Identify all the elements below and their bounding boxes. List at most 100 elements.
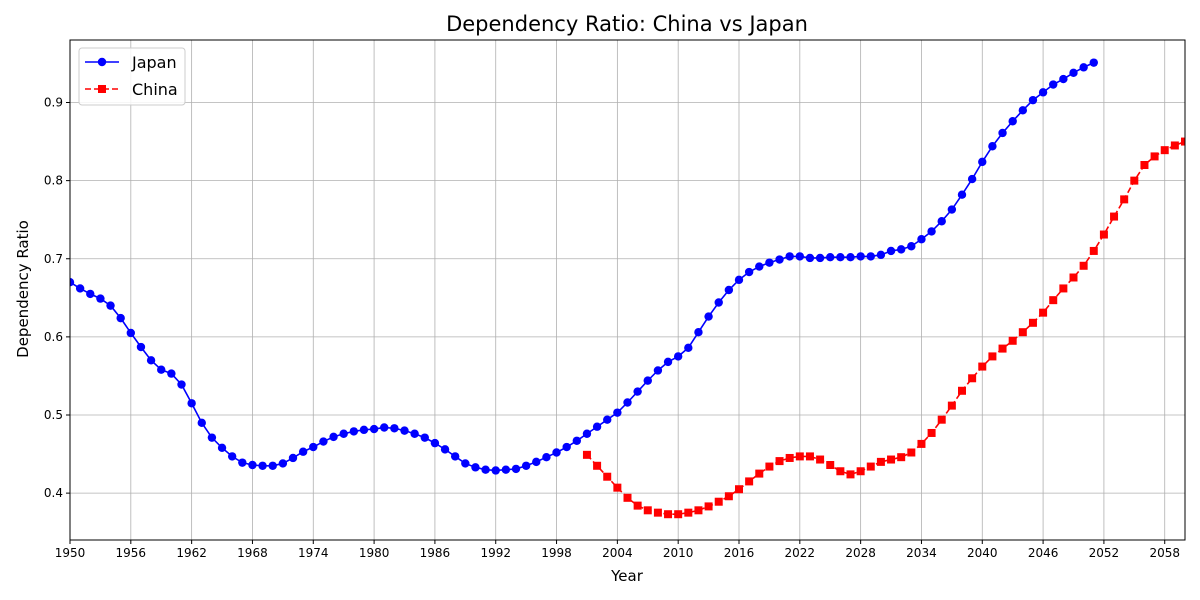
data-point-japan [1008,117,1017,126]
data-point-japan [1079,63,1088,72]
x-tick-label: 2010 [663,546,694,560]
data-point-japan [998,128,1007,138]
data-point-japan [978,157,987,167]
data-point-japan [603,415,612,424]
data-point-japan [207,433,217,442]
data-point-china [988,352,997,361]
data-point-japan [248,460,257,470]
data-point-china [1150,152,1159,161]
data-point-japan [359,425,369,435]
data-point-china [1028,318,1037,327]
legend-label-japan: Japan [131,53,177,72]
data-point-japan [298,447,308,456]
data-point-china [927,428,936,437]
x-tick-label: 1998 [541,546,572,560]
data-point-japan [288,453,298,463]
data-point-japan [562,442,571,452]
series-china [582,137,1185,519]
data-point-japan [744,267,754,277]
data-point-japan [876,250,886,260]
data-point-china [633,501,642,510]
data-point-japan [96,294,105,303]
data-point-japan [420,433,429,442]
data-point-japan [380,423,389,432]
data-point-japan [988,142,997,151]
data-point-japan [694,327,703,337]
data-point-china [856,467,865,476]
legend: Japan China [78,47,186,106]
data-point-japan [896,245,906,254]
data-point-china [836,467,845,476]
x-tick-label: 1950 [55,546,86,560]
data-point-japan [86,289,95,299]
y-tick-label: 0.7 [44,252,63,266]
data-point-japan [724,285,734,295]
data-point-japan [1089,58,1098,67]
data-point-japan [714,298,723,307]
data-point-japan [795,252,805,261]
data-point-japan [633,387,642,396]
data-point-japan [511,464,521,474]
x-tick-label: 2052 [1089,546,1120,560]
data-point-japan [653,366,663,375]
data-point-japan [177,380,186,389]
data-point-japan [136,342,146,352]
data-point-japan [532,457,541,467]
data-point-japan [481,465,490,474]
data-point-china [866,462,875,471]
x-tick-label: 2004 [602,546,633,560]
data-point-japan [339,429,348,438]
data-point-japan [957,190,967,199]
x-tick-label: 2028 [845,546,876,560]
y-tick-label: 0.9 [44,96,63,110]
data-point-japan [349,427,359,436]
data-point-japan [450,452,460,461]
x-tick-label: 2046 [1028,546,1059,560]
data-point-japan [187,399,196,408]
data-point-china [826,461,835,469]
data-point-china [1039,308,1048,317]
data-point-japan [552,448,561,457]
data-point-japan [826,252,835,262]
y-tick-label: 0.6 [44,330,63,344]
data-point-china [1120,195,1129,204]
data-point-japan [369,424,379,434]
data-point-japan [1028,95,1038,105]
data-point-china [1059,284,1068,293]
data-point-japan [947,205,957,214]
data-point-china [1008,336,1017,345]
data-point-china [907,448,916,457]
data-point-china [1110,212,1119,221]
data-point-china [664,510,673,519]
y-axis: 0.4 0.5 0.6 0.7 0.8 0.9 [44,96,70,500]
data-point-china [623,493,632,502]
data-point-china [1069,273,1078,282]
data-point-china [958,386,966,395]
data-point-china [816,455,825,464]
x-tick-label: 2058 [1149,546,1180,560]
x-tick-label: 2034 [906,546,937,560]
x-axis: 1950 1956 1962 1968 1974 1980 1986 1992 1998 2004… [55,540,1180,560]
plot-background [70,40,1185,540]
data-point-china [1160,146,1169,155]
data-point-japan [907,242,916,251]
legend-marker-china [98,85,106,93]
data-point-japan [815,253,825,263]
x-tick-label: 1974 [298,546,329,560]
x-tick-label: 1956 [116,546,147,560]
data-point-china [593,461,602,470]
data-point-china [785,453,794,462]
data-point-japan [1049,80,1058,89]
data-point-china [694,506,703,515]
data-point-japan [116,313,125,323]
data-point-japan [886,246,896,256]
data-point-china [724,492,733,501]
y-tick-label: 0.5 [44,408,63,422]
data-point-japan [765,258,774,267]
data-point-japan [197,418,206,428]
x-tick-label: 1962 [176,546,207,560]
data-point-china [968,374,977,383]
data-point-japan [856,252,865,261]
data-point-china [1099,230,1108,239]
data-point-japan [917,235,926,244]
